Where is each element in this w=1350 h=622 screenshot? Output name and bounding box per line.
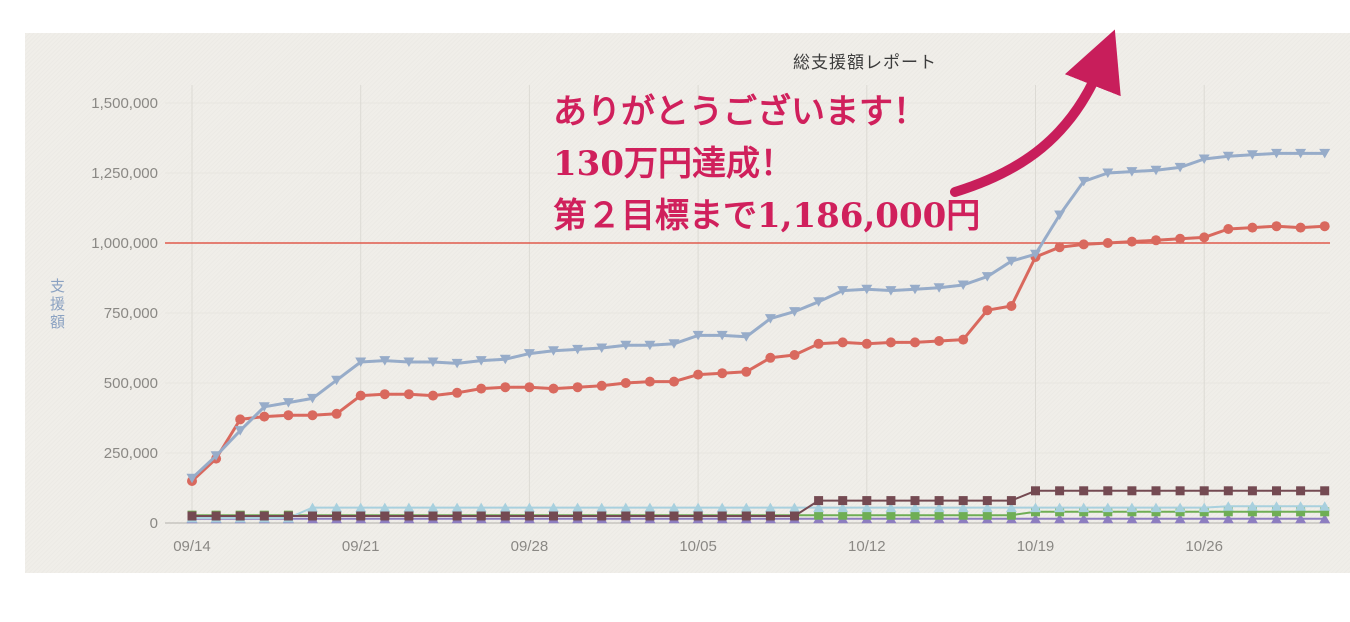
annotation-line-2: 130万円達成！ (553, 144, 794, 184)
svg-text:1,250,000: 1,250,000 (91, 165, 158, 182)
svg-text:10/12: 10/12 (848, 538, 886, 555)
x-tick-labels: 09/14 09/21 09/28 10/05 10/12 10/19 10/26 (173, 538, 1223, 555)
svg-text:10/05: 10/05 (679, 538, 717, 555)
y-tick-labels: 0 250,000 500,000 750,000 1,000,000 1,250,000… (91, 95, 158, 532)
y-axis-label: 支援額 (48, 278, 65, 332)
svg-text:250,000: 250,000 (104, 445, 158, 462)
annotation-block: ありがとうございます！ 130万円達成！ 第２目標まで1,186,000円 (553, 86, 980, 242)
svg-text:1,000,000: 1,000,000 (91, 235, 158, 252)
chart-panel (25, 33, 1350, 573)
celebration-arrow (950, 29, 1121, 197)
series-blue-triangles (186, 148, 1331, 484)
svg-text:500,000: 500,000 (104, 375, 158, 392)
svg-text:09/28: 09/28 (511, 538, 549, 555)
series-red-circles (187, 221, 1330, 486)
series-maroon-squares (187, 486, 1330, 521)
svg-text:1,500,000: 1,500,000 (91, 95, 158, 112)
svg-text:0: 0 (150, 515, 158, 532)
series-cyan-triangles (186, 501, 1331, 523)
svg-text:09/14: 09/14 (173, 538, 211, 555)
svg-text:10/26: 10/26 (1185, 538, 1223, 555)
svg-text:750,000: 750,000 (104, 305, 158, 322)
svg-text:10/19: 10/19 (1017, 538, 1055, 555)
annotation-line-3: 第２目標まで1,186,000円 (553, 196, 981, 236)
annotation-line-1: ありがとうございます！ (553, 92, 927, 132)
svg-text:09/21: 09/21 (342, 538, 380, 555)
chart-title: 総支援額レポート (793, 53, 937, 72)
